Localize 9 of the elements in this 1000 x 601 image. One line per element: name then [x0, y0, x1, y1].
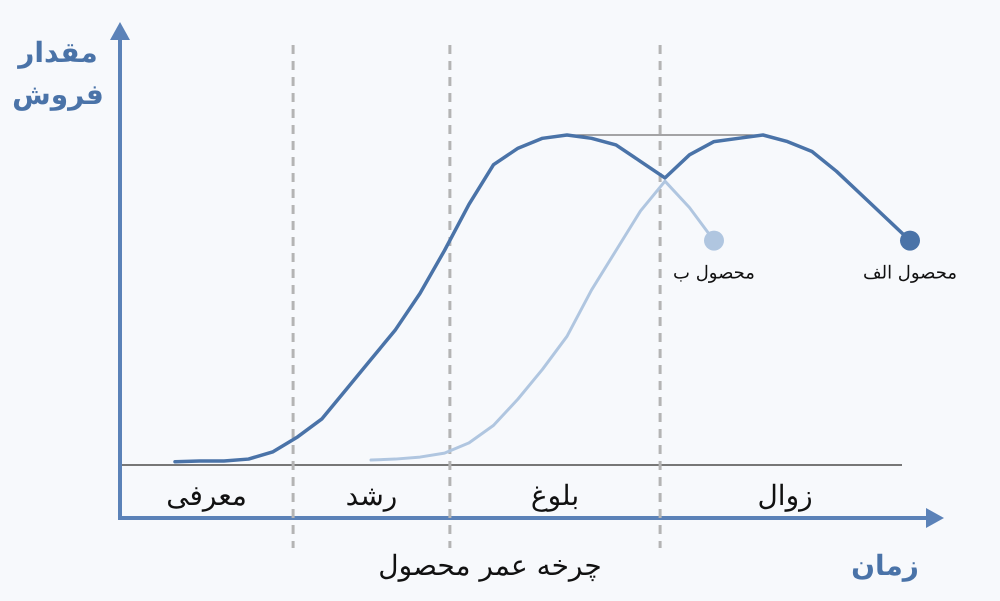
text: بلوغ: [530, 479, 580, 512]
text: رشد: [346, 479, 398, 512]
series-label: محصول ب: [673, 262, 755, 284]
series-label: محصول الف: [862, 262, 958, 284]
text: چرخه عمر محصول: [378, 549, 602, 582]
y-axis-title: مقدار فروش: [12, 36, 104, 111]
text: معرفی: [166, 479, 247, 512]
text: زوال: [757, 479, 813, 512]
x-axis-title: زمان: [851, 549, 919, 582]
